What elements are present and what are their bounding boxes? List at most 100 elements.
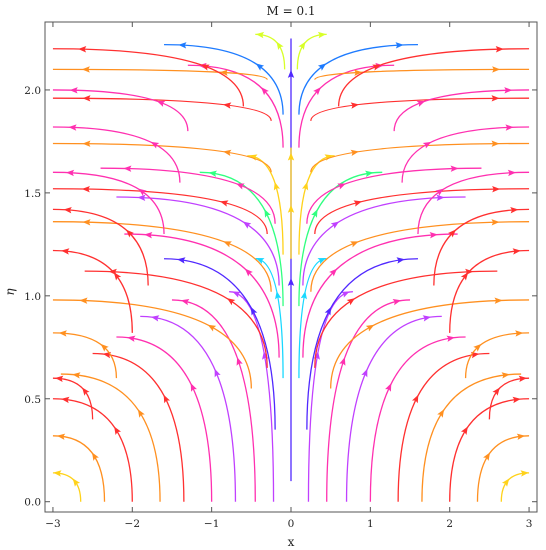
streamline-left <box>164 257 276 430</box>
stream-arrowhead <box>287 152 295 161</box>
stream-arrowhead <box>177 257 186 264</box>
stream-arrowhead <box>100 343 109 352</box>
stream-arrowhead <box>219 69 228 76</box>
stream-arrowhead <box>491 95 500 102</box>
stream-arrowhead <box>61 248 70 255</box>
streamline-center <box>287 38 295 482</box>
streamline-left <box>140 315 237 502</box>
stream-arrowhead <box>53 470 62 477</box>
streamline-right <box>421 372 522 502</box>
streamline-left <box>52 396 133 502</box>
x-axis-label: x <box>288 535 295 549</box>
stream-arrowhead <box>81 66 90 73</box>
stream-arrowhead <box>416 100 426 107</box>
stream-arrowhead <box>56 433 66 440</box>
stream-arrowhead <box>422 315 432 322</box>
stream-arrowhead <box>512 248 521 255</box>
streamline-left <box>229 291 275 502</box>
stream-arrowhead <box>55 375 64 383</box>
streamline-right <box>337 46 530 107</box>
stream-arrowhead <box>58 330 67 337</box>
streamline-left <box>52 330 118 379</box>
y-tick-label: 1.0 <box>24 291 41 303</box>
stream-arrowhead <box>324 306 332 316</box>
streamline-left <box>52 124 181 183</box>
streamline-right <box>310 95 530 121</box>
streamline-right <box>310 219 530 292</box>
stream-arrowhead <box>510 206 519 214</box>
y-tick-label: 0.5 <box>24 394 41 406</box>
stream-arrowhead <box>244 268 253 277</box>
stream-arrowhead <box>330 221 340 229</box>
stream-arrowhead <box>236 183 245 190</box>
streamline-left <box>255 257 284 379</box>
stream-arrowhead <box>494 297 503 304</box>
streamline-left <box>52 95 272 121</box>
streamline-right <box>298 42 418 115</box>
streamline-left <box>52 140 272 173</box>
stream-arrowhead <box>232 291 241 298</box>
stream-arrowhead <box>150 141 160 149</box>
stream-arrowhead <box>501 478 510 487</box>
streamline-left <box>52 433 106 502</box>
stream-arrowhead <box>460 426 468 435</box>
stream-arrowhead <box>313 87 321 96</box>
stream-arrowhead <box>137 409 145 418</box>
stream-arrowhead <box>144 231 153 239</box>
stream-arrowhead <box>255 63 265 71</box>
stream-arrowhead <box>69 87 78 94</box>
stream-arrowhead <box>137 194 146 201</box>
x-tick-label: 2 <box>446 518 453 530</box>
stream-arrowhead <box>365 170 374 177</box>
streamline-left <box>84 268 268 368</box>
stream-arrowhead <box>163 394 171 404</box>
stream-arrowhead <box>350 241 359 248</box>
streamline-right <box>488 375 530 420</box>
stream-arrowhead <box>63 206 72 214</box>
stream-arrowhead <box>491 219 500 226</box>
streamline-left <box>52 375 94 420</box>
stream-arrowhead <box>504 87 513 94</box>
y-tick-label: 0.0 <box>24 497 41 509</box>
stream-arrowhead <box>150 315 160 322</box>
stream-arrowhead <box>385 383 392 392</box>
stream-arrowhead <box>301 181 309 191</box>
stream-arrowhead <box>79 297 88 304</box>
streamline-left <box>52 185 268 235</box>
stream-arrowhead <box>72 372 81 379</box>
stream-arrowhead <box>236 357 243 366</box>
stream-arrowhead <box>261 87 269 96</box>
stream-arrowhead <box>317 31 327 39</box>
stream-arrowhead <box>311 209 318 218</box>
streamline-right <box>314 185 530 235</box>
stream-arrowhead <box>68 124 77 131</box>
streamline-left <box>52 248 133 333</box>
streamline-left <box>52 46 245 107</box>
streamline-left <box>52 87 189 132</box>
streamline-right <box>401 124 530 183</box>
stream-arrowhead <box>82 95 91 102</box>
stream-arrowhead <box>201 64 210 71</box>
streamline-right <box>464 330 530 379</box>
x-tick-label: −2 <box>125 518 140 530</box>
stream-arrowhead <box>82 140 91 147</box>
stream-arrowhead <box>396 257 405 264</box>
streamline-left <box>92 351 185 502</box>
streamline-left <box>100 165 276 224</box>
stream-arrowhead <box>287 204 295 213</box>
streamline-right <box>296 31 327 70</box>
stream-arrowhead <box>250 306 258 316</box>
streamline-right <box>476 433 530 502</box>
stream-arrowhead <box>123 165 132 172</box>
streamline-right <box>449 396 530 502</box>
stream-arrowhead <box>339 357 346 366</box>
y-tick-label: 1.5 <box>24 188 41 200</box>
stream-arrowhead <box>354 69 363 76</box>
stream-arrowhead <box>437 409 445 418</box>
stream-arrowhead <box>114 426 122 435</box>
stream-arrowhead <box>287 69 295 78</box>
stream-arrowhead <box>275 290 282 300</box>
streamline-right <box>449 248 530 333</box>
stream-arrowhead <box>350 149 359 157</box>
stream-arrowhead <box>207 324 217 332</box>
